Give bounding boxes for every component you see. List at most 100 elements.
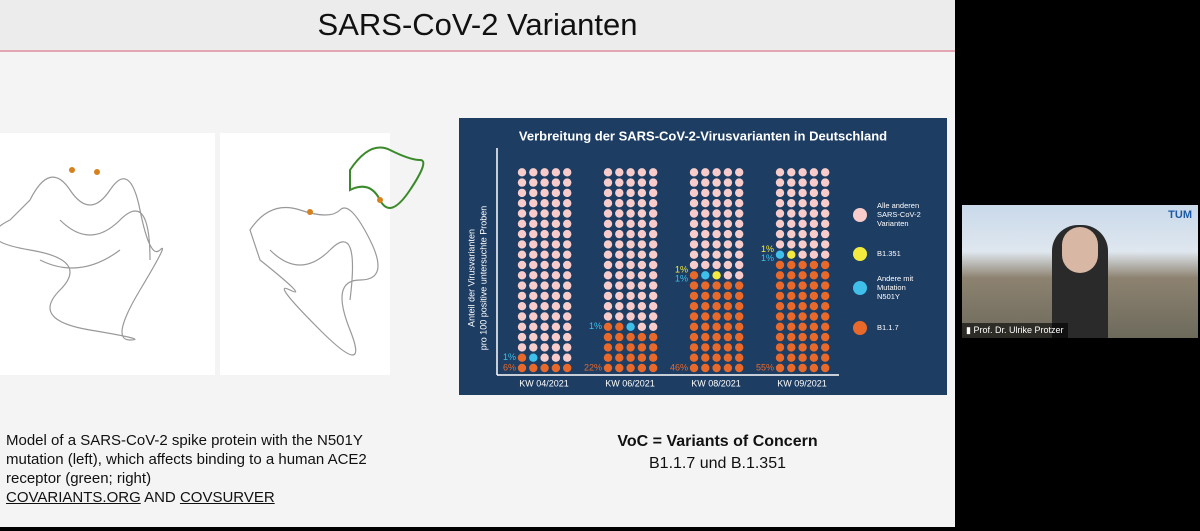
waffle-dot <box>798 322 807 331</box>
waffle-dot <box>809 281 819 290</box>
value-label: 1% <box>589 321 602 331</box>
waffle-dot <box>787 291 796 301</box>
waffle-dot <box>517 178 527 187</box>
waffle-dot <box>529 363 538 373</box>
waffle-dot <box>701 250 710 259</box>
waffle-dot <box>551 332 561 342</box>
waffle-dot <box>615 240 624 249</box>
waffle-dot <box>551 260 561 270</box>
waffle-dot <box>615 322 624 331</box>
waffle-dot <box>712 178 721 187</box>
waffle-dot <box>723 229 733 239</box>
waffle-dot <box>615 353 624 362</box>
waffle-dot <box>735 178 744 187</box>
waffle-dot <box>798 229 807 239</box>
source-link[interactable]: COVSURVER <box>179 489 275 506</box>
waffle-dot <box>712 188 721 198</box>
waffle-dot <box>787 229 796 239</box>
waffle-dot <box>540 281 549 290</box>
value-label: 1% <box>761 253 774 263</box>
waffle-dot <box>529 281 538 290</box>
waffle-dot <box>563 250 572 259</box>
waffle-dot <box>735 332 744 342</box>
source-link[interactable]: COVARIANTS.ORG <box>6 489 141 506</box>
legend-swatch <box>853 321 867 335</box>
waffle-dot <box>517 302 527 311</box>
waffle-dot <box>821 250 830 259</box>
legend-swatch <box>853 247 867 261</box>
waffle-dot <box>787 343 796 352</box>
waffle-dot <box>689 302 699 311</box>
waffle-dot <box>540 322 549 331</box>
waffle-dot <box>712 168 721 177</box>
waffle-dot <box>787 353 796 362</box>
waffle-dot <box>775 209 785 218</box>
waffle-dot <box>615 271 624 280</box>
waffle-dot <box>712 229 721 239</box>
waffle-dot <box>712 343 721 352</box>
legend-label: Andere mit Mutation N501Y <box>877 274 915 301</box>
speaker-label: Prof. Dr. Ulrike Protzer <box>973 325 1064 335</box>
waffle-dot <box>626 363 635 373</box>
waffle-dot <box>712 260 721 270</box>
waffle-dot <box>735 322 744 331</box>
waffle-dot <box>775 178 785 187</box>
waffle-dot <box>689 188 699 198</box>
waffle-dot <box>563 332 572 342</box>
value-label: 22% <box>584 362 602 372</box>
waffle-dot <box>787 260 796 270</box>
waffle-dot <box>603 271 613 280</box>
video-tile[interactable]: TUM ▮ Prof. Dr. Ulrike Protzer <box>962 205 1198 338</box>
waffle-dot <box>529 240 538 249</box>
x-tick-label: KW 04/2021 <box>519 378 569 388</box>
waffle-dot <box>775 229 785 239</box>
waffle-dot <box>809 302 819 311</box>
waffle-dot <box>775 291 785 301</box>
waffle-dot <box>809 363 819 373</box>
waffle-dot <box>563 312 572 321</box>
waffle-dot <box>735 281 744 290</box>
value-label: 1% <box>503 352 516 362</box>
waffle-dot <box>821 240 830 249</box>
waffle-dot <box>775 353 785 362</box>
waffle-dot <box>798 312 807 321</box>
waffle-dot <box>517 209 527 218</box>
waffle-dot <box>649 229 658 239</box>
protein-right <box>249 206 379 356</box>
waffle-dot <box>735 240 744 249</box>
waffle-dot <box>649 199 658 208</box>
legend-label: Alle anderen SARS-CoV-2 Varianten <box>877 201 923 228</box>
waffle-dot <box>637 332 647 342</box>
waffle-dot <box>517 168 527 177</box>
mutation-site <box>377 197 383 203</box>
waffle-dot <box>649 322 658 331</box>
waffle-dot <box>540 219 549 228</box>
waffle-dot <box>701 343 710 352</box>
waffle-dot <box>723 188 733 198</box>
value-label: 46% <box>670 362 688 372</box>
waffle-dot <box>649 250 658 259</box>
waffle-dot <box>787 178 796 187</box>
waffle-dot <box>701 188 710 198</box>
voc-list: B1.1.7 und B.1.351 <box>649 455 786 472</box>
waffle-dot <box>540 178 549 187</box>
waffle-dot <box>615 250 624 259</box>
waffle-dot <box>775 250 785 259</box>
slide: SARS-CoV-2 Varianten Verbreitung der SAR… <box>0 0 955 527</box>
waffle-dot <box>689 312 699 321</box>
waffle-dot <box>701 353 710 362</box>
waffle-dot <box>712 302 721 311</box>
waffle-dot <box>517 229 527 239</box>
waffle-dot <box>529 199 538 208</box>
image-left <box>0 133 215 375</box>
waffle-dot <box>712 271 721 280</box>
waffle-dot <box>615 302 624 311</box>
waffle-dot <box>775 168 785 177</box>
waffle-dot <box>540 302 549 311</box>
waffle-dot <box>701 291 710 301</box>
waffle-dot <box>540 312 549 321</box>
waffle-dot <box>551 240 561 249</box>
waffle-dot <box>637 291 647 301</box>
waffle-dot <box>563 322 572 331</box>
waffle-dot <box>649 363 658 373</box>
